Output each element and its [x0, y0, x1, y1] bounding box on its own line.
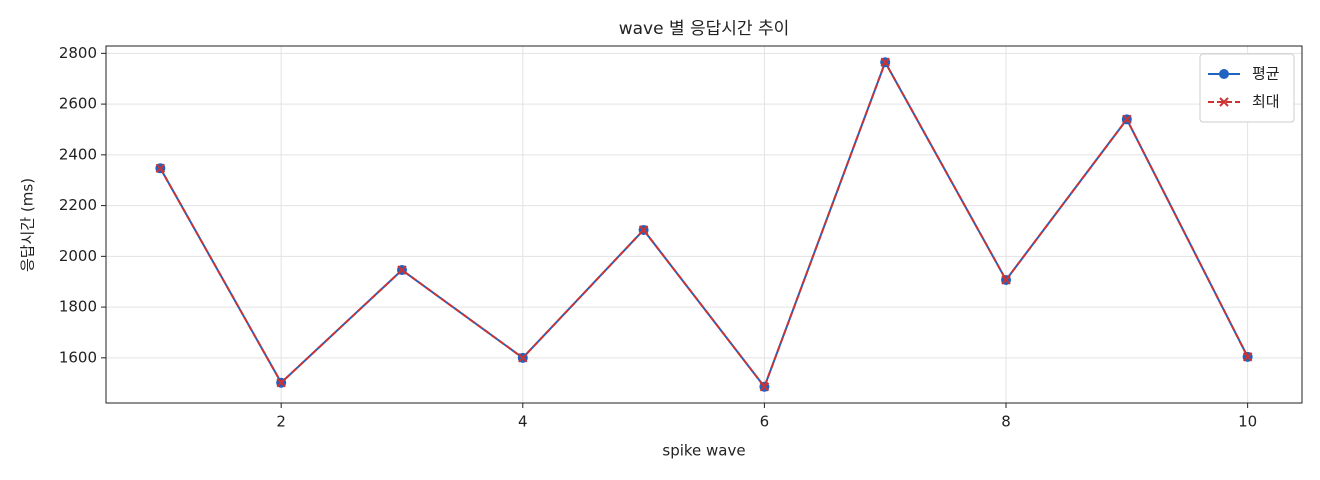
point-marker [1242, 352, 1253, 362]
point-marker [1001, 275, 1011, 285]
legend-box [1199, 53, 1295, 123]
point-marker [155, 163, 166, 174]
x-tick-label: 2 [276, 413, 286, 431]
point-marker [638, 225, 649, 235]
y-axis-label: 응답시간 (ms) [19, 178, 37, 272]
point-marker [759, 382, 770, 392]
y-tick-label: 2400 [59, 145, 97, 163]
x-axis-label: spike wave [662, 442, 745, 460]
point-marker [1122, 114, 1132, 125]
x-tick-label: 6 [760, 413, 770, 431]
legend-label: 최대 [1252, 93, 1280, 111]
legend-label: 평균 [1252, 65, 1280, 83]
x-tick-label: 8 [1001, 413, 1011, 431]
y-tick-label: 2000 [59, 247, 97, 265]
chart-title: wave 별 응답시간 추이 [619, 19, 790, 39]
y-tick-label: 2800 [59, 44, 97, 62]
point-marker [518, 353, 528, 363]
point-marker [276, 377, 286, 388]
y-tick-label: 1800 [59, 298, 97, 316]
series-line [159, 59, 1249, 389]
point-marker [880, 57, 890, 67]
y-tick-label: 2600 [59, 95, 97, 113]
legend-marker [1219, 97, 1229, 107]
point-marker [397, 265, 407, 275]
series-line [159, 59, 1249, 389]
y-tick-label: 2200 [59, 196, 97, 214]
x-tick-label: 10 [1238, 413, 1257, 431]
x-tick-label: 4 [518, 413, 528, 431]
legend-marker [1219, 69, 1229, 79]
plot-frame [105, 45, 1303, 404]
y-tick-label: 1600 [59, 348, 97, 366]
